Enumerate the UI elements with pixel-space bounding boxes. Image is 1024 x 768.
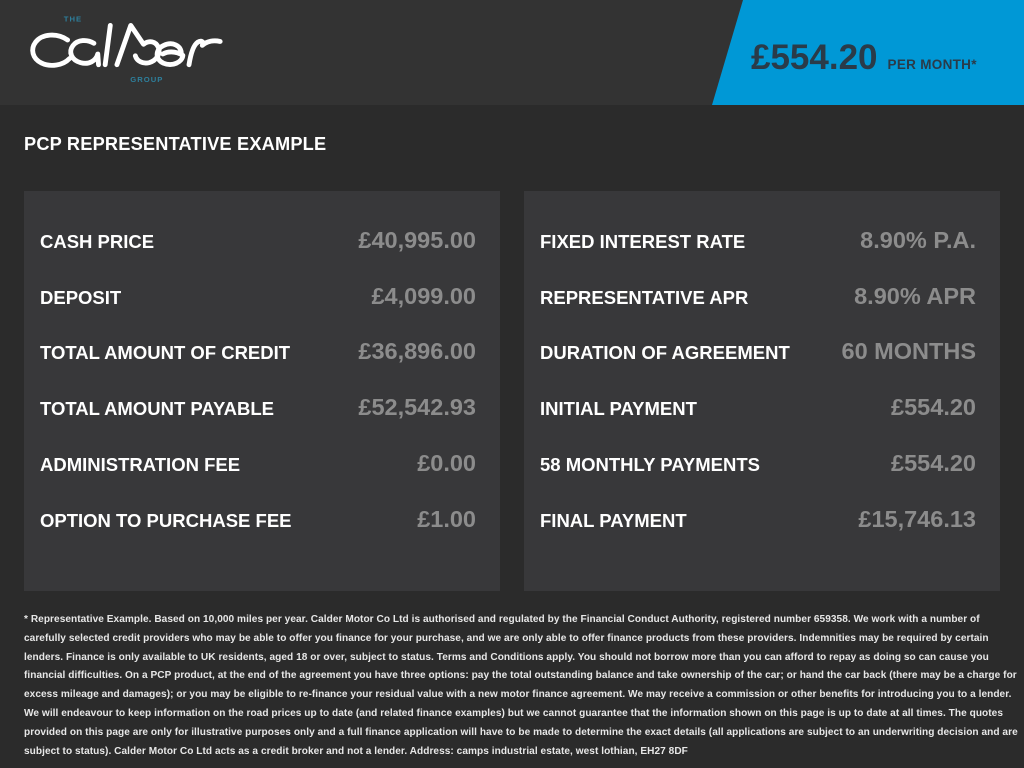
svg-text:THE: THE — [64, 14, 82, 23]
svg-text:GROUP: GROUP — [130, 75, 163, 84]
